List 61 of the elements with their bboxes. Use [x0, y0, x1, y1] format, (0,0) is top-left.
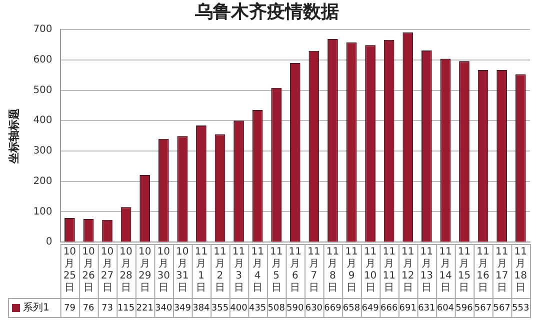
- data-label: 76: [82, 303, 94, 314]
- data-label: 596: [456, 303, 474, 314]
- data-label: 630: [305, 303, 323, 314]
- x-tick-label: 11月7日: [308, 246, 320, 294]
- x-tick-label: 11月13日: [420, 246, 434, 294]
- data-label: 349: [174, 303, 192, 314]
- y-tick-label: 0: [46, 236, 52, 248]
- data-label: 590: [286, 303, 304, 314]
- data-label: 508: [268, 303, 286, 314]
- y-tick-label: 100: [33, 206, 52, 218]
- x-tick-label: 11月14日: [439, 246, 452, 294]
- data-label: 567: [474, 303, 492, 314]
- y-tick-label: 700: [33, 24, 52, 36]
- data-label: 340: [155, 303, 172, 314]
- x-tick-label: 11月5日: [270, 246, 283, 294]
- data-label: 666: [380, 303, 398, 314]
- x-tick-label: 11月15日: [458, 246, 471, 294]
- y-tick-label: 500: [33, 84, 52, 96]
- y-axis-title: 坐标轴标题: [7, 108, 20, 164]
- x-tick-label: 11月2日: [214, 246, 226, 294]
- y-tick-label: 200: [33, 176, 52, 187]
- data-label: 435: [248, 303, 266, 314]
- data-label: 73: [102, 303, 113, 314]
- x-tick-label: 10月28日: [120, 246, 132, 294]
- x-tick-label: 11月4日: [251, 246, 264, 294]
- data-label: 115: [117, 303, 135, 314]
- data-label: 649: [362, 303, 380, 314]
- data-label: 553: [512, 303, 530, 314]
- data-label: 355: [211, 303, 229, 314]
- data-label: 691: [399, 303, 416, 314]
- x-tick-label: 11月8日: [326, 246, 340, 294]
- y-tick-label: 400: [33, 115, 52, 126]
- y-tick-label: 300: [33, 146, 52, 157]
- data-label: 384: [192, 303, 210, 314]
- x-tick-label: 11月17日: [495, 246, 508, 294]
- data-label: 567: [493, 303, 510, 314]
- x-tick-label: 10月27日: [100, 246, 114, 294]
- x-tick-label: 11月9日: [345, 246, 358, 294]
- x-tick-label: 11月11日: [382, 246, 396, 294]
- y-tick-label: 600: [33, 54, 52, 66]
- legend-label: 系列1: [23, 302, 50, 314]
- x-tick-label: 10月26日: [82, 246, 95, 294]
- x-tick-label: 11月18日: [514, 246, 527, 294]
- x-tick-label: 10月25日: [63, 246, 76, 294]
- x-tick-label: 10月31日: [176, 246, 189, 294]
- x-tick-label: 10月29日: [138, 246, 152, 294]
- data-label: 658: [342, 303, 360, 314]
- data-label: 669: [324, 303, 342, 314]
- data-label: 221: [136, 303, 154, 314]
- chart-title: 乌鲁木齐疫情数据: [194, 1, 339, 22]
- data-label: 631: [418, 303, 436, 314]
- x-tick-label: 11月10日: [364, 246, 377, 294]
- x-tick-label: 10月30日: [157, 246, 170, 294]
- x-tick-label: 11月3日: [232, 246, 246, 294]
- x-tick-label: 11月16日: [476, 246, 490, 294]
- x-tick-label: 11月1日: [194, 246, 208, 294]
- data-label: 604: [436, 303, 454, 314]
- x-tick-label: 11月12日: [402, 246, 414, 294]
- data-label: 79: [64, 303, 76, 314]
- data-label: 400: [230, 303, 248, 314]
- x-tick-label: 11月6日: [288, 246, 302, 294]
